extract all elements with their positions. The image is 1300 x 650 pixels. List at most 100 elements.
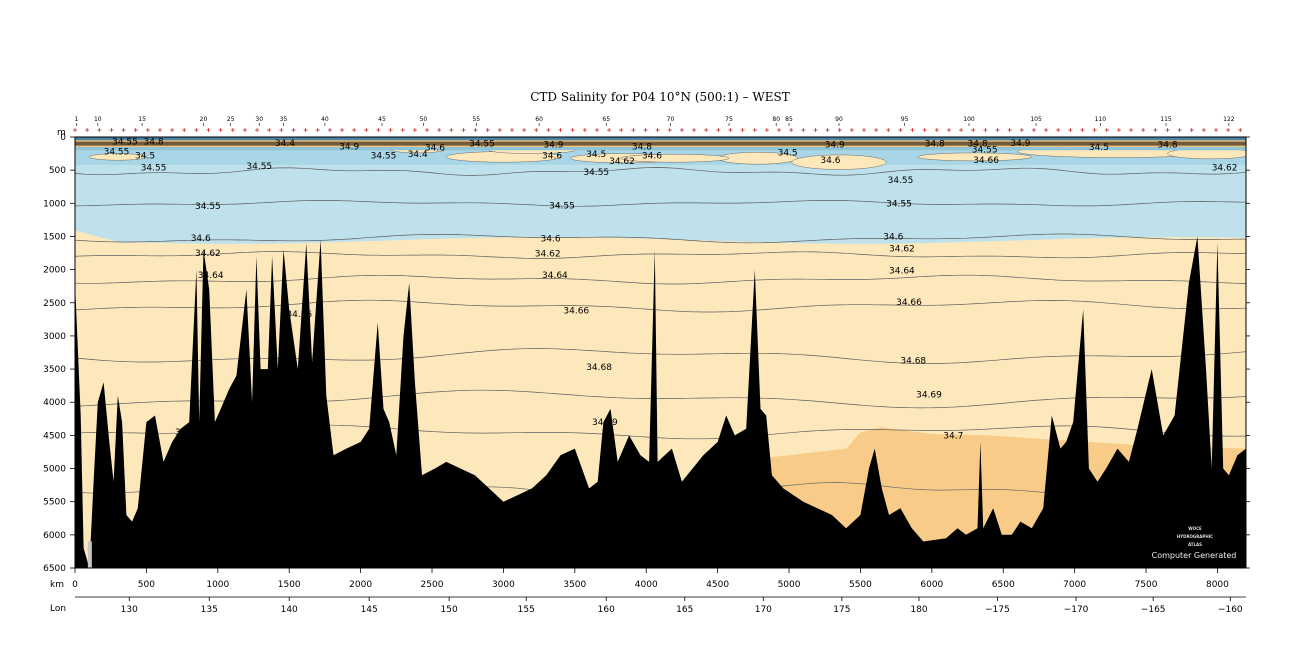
- station-number: 25: [227, 116, 235, 123]
- station-number: 55: [472, 116, 480, 123]
- depth-tick-label: 500: [49, 166, 66, 176]
- contour-label: 34.9: [543, 140, 563, 150]
- contour-label: 34.55: [104, 148, 130, 158]
- surface-salinity-blob: [89, 153, 147, 161]
- contour-label: 34.6: [883, 233, 903, 243]
- watermark-line2: HYDROGRAPHIC: [1177, 534, 1213, 539]
- axes: 0500100015002000250030003500400045005000…: [43, 133, 1250, 615]
- contour-label: 34.64: [542, 271, 568, 281]
- lon-tick-label: −160: [1218, 605, 1243, 615]
- lon-tick-label: 140: [281, 605, 298, 615]
- contour-label: 34.8: [144, 138, 164, 148]
- station-number: 75: [725, 116, 733, 123]
- contour-label: 34.5: [1089, 143, 1109, 153]
- x-unit-label: km: [50, 580, 64, 590]
- subsurface-band: [75, 146, 1246, 151]
- contour-label: 34.6: [425, 144, 445, 154]
- station-number: 85: [785, 116, 793, 123]
- lon-tick-label: 145: [361, 605, 378, 615]
- contour-label: 34.6: [642, 152, 662, 162]
- km-tick-label: 5000: [778, 580, 801, 590]
- station-number: 110: [1095, 116, 1107, 123]
- station-number: 100: [963, 116, 975, 123]
- contour-label: 34.62: [535, 250, 561, 260]
- km-tick-label: 7500: [1135, 580, 1158, 590]
- contour-label: 34.9: [339, 142, 359, 152]
- watermark-line3: ATLAS: [1188, 542, 1202, 547]
- contour-label: 34.55: [469, 140, 495, 150]
- data-gap-marker: [87, 541, 92, 568]
- contour-label: 34.5: [135, 152, 155, 162]
- station-number: 10: [94, 116, 102, 123]
- contour-label: 34.9: [825, 140, 845, 150]
- surface-thermocline-band: [75, 141, 1246, 146]
- station-number: 50: [420, 116, 428, 123]
- contour-label: 34.55: [112, 138, 138, 148]
- lon-tick-label: 135: [201, 605, 218, 615]
- depth-unit-label: m: [57, 128, 66, 138]
- watermark-line1: WOCE: [1188, 526, 1202, 531]
- contour-label: 34.62: [195, 249, 221, 259]
- depth-tick-label: 6000: [43, 531, 66, 541]
- lon-tick-label: 175: [833, 605, 850, 615]
- contour-label: 34.66: [563, 307, 589, 317]
- station-number: 95: [901, 116, 909, 123]
- lon-tick-label: −165: [1141, 605, 1166, 615]
- km-tick-label: 6500: [992, 580, 1015, 590]
- depth-tick-label: 4000: [43, 398, 66, 408]
- station-number: 40: [321, 116, 329, 123]
- depth-tick-label: 4500: [43, 431, 66, 441]
- km-tick-label: 1500: [278, 580, 301, 590]
- contour-label: 34.5: [778, 148, 798, 158]
- computer-generated-note: Computer Generated: [1152, 551, 1237, 560]
- station-number: 35: [280, 116, 288, 123]
- station-number: 105: [1030, 116, 1042, 123]
- contour-label: 34.55: [246, 162, 272, 172]
- contour-label: 34.55: [195, 202, 221, 212]
- salinity-contour-line: [75, 299, 1246, 313]
- contour-label: 34.68: [175, 428, 201, 438]
- lon-tick-label: 150: [441, 605, 458, 615]
- contour-label: 34.66: [896, 298, 922, 308]
- km-tick-label: 3500: [563, 580, 586, 590]
- contour-labels: 34.55 34.8 34.4 34.9 34.55 34.9 34.8 34.9 34.8 34…: [104, 138, 1238, 442]
- km-tick-label: 0: [72, 580, 78, 590]
- km-tick-label: 3000: [492, 580, 515, 590]
- lon-tick-label: 170: [755, 605, 772, 615]
- contour-label: 34.64: [198, 271, 224, 281]
- contour-label: 34.6: [541, 235, 561, 245]
- station-number: 70: [667, 116, 675, 123]
- contour-label: 34.4: [408, 150, 428, 160]
- station-number: 115: [1160, 116, 1172, 123]
- contour-label: 34.68: [900, 357, 926, 367]
- km-tick-label: 2000: [349, 580, 372, 590]
- contour-label: 34.62: [609, 157, 635, 167]
- km-tick-label: 1000: [206, 580, 229, 590]
- contour-label: 34.55: [549, 201, 575, 211]
- station-number: 60: [535, 116, 543, 123]
- km-tick-label: 6000: [920, 580, 943, 590]
- contour-label: 34.69: [592, 418, 618, 428]
- depth-tick-label: 1000: [43, 199, 66, 209]
- lon-tick-label: −175: [985, 605, 1010, 615]
- contour-label: 34.62: [889, 244, 915, 254]
- lon-tick-label: 155: [518, 605, 535, 615]
- contour-label: 34.66: [286, 310, 312, 320]
- depth-tick-label: 2000: [43, 266, 66, 276]
- ocean-floor-bathymetry: [75, 236, 1246, 568]
- km-tick-label: 8000: [1206, 580, 1229, 590]
- surface-salinity-blob: [620, 153, 730, 163]
- contour-label: 34.8: [632, 142, 652, 152]
- salinity-contour-line: [75, 167, 1246, 176]
- station-number: 65: [602, 116, 610, 123]
- contour-label: 34.7: [943, 431, 963, 441]
- contour-label: 34.6: [191, 234, 211, 244]
- depth-tick-label: 6500: [43, 564, 66, 574]
- km-tick-label: 4000: [635, 580, 658, 590]
- station-number: 122: [1223, 116, 1235, 123]
- contour-label: 34.9: [1010, 139, 1030, 149]
- depth-tick-label: 3500: [43, 365, 66, 375]
- lon-label: Lon: [50, 604, 66, 614]
- contour-label: 34.8: [1158, 140, 1178, 150]
